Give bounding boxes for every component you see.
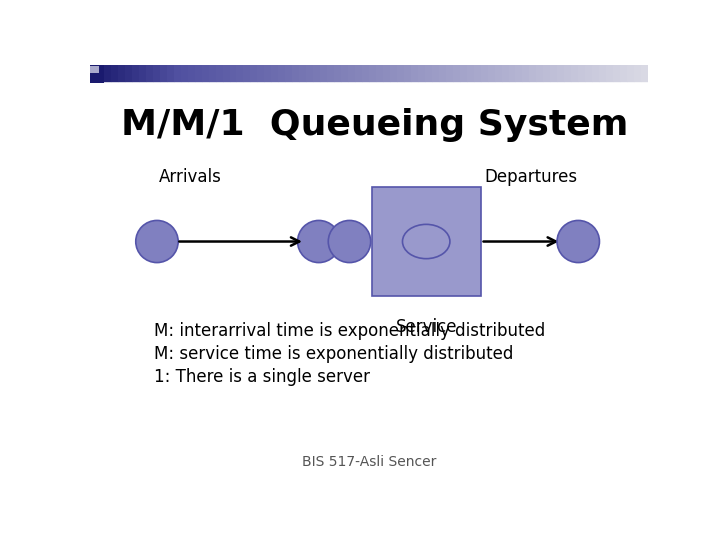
Ellipse shape <box>297 220 340 262</box>
Bar <box>432 65 438 80</box>
Bar <box>341 65 348 80</box>
Bar <box>578 65 585 80</box>
Bar <box>209 65 215 80</box>
Ellipse shape <box>328 220 371 262</box>
Bar <box>264 65 271 80</box>
Bar <box>300 65 306 80</box>
Bar <box>153 65 160 80</box>
Ellipse shape <box>557 220 600 262</box>
Bar <box>634 65 641 80</box>
Bar <box>606 65 613 80</box>
Bar <box>90 65 104 83</box>
Bar <box>285 65 292 80</box>
Text: M: interarrival time is exponentially distributed: M: interarrival time is exponentially di… <box>154 322 546 340</box>
Bar <box>369 65 376 80</box>
Bar <box>453 65 459 80</box>
Bar <box>425 65 432 80</box>
Text: BIS 517-Asli Sencer: BIS 517-Asli Sencer <box>302 455 436 469</box>
Bar <box>411 65 418 80</box>
Bar <box>215 65 222 80</box>
Bar <box>271 65 279 80</box>
Bar <box>571 65 578 80</box>
Bar <box>97 65 104 80</box>
Bar <box>529 65 536 80</box>
Bar <box>90 65 99 73</box>
Bar <box>390 65 397 80</box>
Bar <box>174 65 181 80</box>
Bar <box>372 187 481 295</box>
Bar <box>487 65 495 80</box>
Bar <box>313 65 320 80</box>
Text: Arrivals: Arrivals <box>159 168 222 186</box>
Bar <box>243 65 251 80</box>
Bar <box>593 65 599 80</box>
Bar <box>202 65 209 80</box>
Bar <box>230 65 236 80</box>
Bar <box>557 65 564 80</box>
Bar <box>306 65 313 80</box>
Bar <box>222 65 230 80</box>
Bar <box>139 65 145 80</box>
Bar <box>599 65 606 80</box>
Bar <box>564 65 571 80</box>
Bar <box>459 65 467 80</box>
Bar <box>550 65 557 80</box>
Bar <box>516 65 523 80</box>
Bar <box>502 65 508 80</box>
Bar <box>404 65 411 80</box>
Bar <box>188 65 194 80</box>
Bar <box>132 65 139 80</box>
Bar <box>523 65 529 80</box>
Bar <box>467 65 474 80</box>
Bar <box>438 65 446 80</box>
Bar <box>481 65 487 80</box>
Bar <box>418 65 425 80</box>
Bar <box>355 65 362 80</box>
Bar <box>362 65 369 80</box>
Bar <box>348 65 355 80</box>
Ellipse shape <box>402 224 450 259</box>
Bar <box>495 65 502 80</box>
Bar <box>160 65 167 80</box>
Bar <box>258 65 264 80</box>
Bar <box>536 65 544 80</box>
Text: Service: Service <box>395 318 457 336</box>
Text: Departures: Departures <box>485 168 577 186</box>
Bar <box>125 65 132 80</box>
Bar <box>613 65 620 80</box>
Text: 1: There is a single server: 1: There is a single server <box>154 368 370 386</box>
Bar <box>544 65 550 80</box>
Bar <box>397 65 404 80</box>
Bar <box>585 65 592 80</box>
Ellipse shape <box>136 220 178 262</box>
Bar <box>90 65 97 80</box>
Bar <box>320 65 327 80</box>
Text: M/M/1  Queueing System: M/M/1 Queueing System <box>121 109 628 143</box>
Bar <box>508 65 516 80</box>
Bar <box>620 65 627 80</box>
Bar <box>383 65 390 80</box>
Text: M: service time is exponentially distributed: M: service time is exponentially distrib… <box>154 345 513 363</box>
Bar <box>194 65 202 80</box>
Bar <box>334 65 341 80</box>
Bar <box>474 65 481 80</box>
Bar <box>327 65 334 80</box>
Bar <box>627 65 634 80</box>
Bar <box>104 65 111 80</box>
Bar <box>111 65 118 80</box>
Bar <box>292 65 300 80</box>
Bar <box>181 65 188 80</box>
Bar <box>279 65 285 80</box>
Bar <box>641 65 648 80</box>
Bar <box>118 65 125 80</box>
Bar <box>446 65 453 80</box>
Bar <box>236 65 243 80</box>
Bar <box>167 65 174 80</box>
Bar <box>251 65 258 80</box>
Bar <box>145 65 153 80</box>
Bar <box>376 65 383 80</box>
